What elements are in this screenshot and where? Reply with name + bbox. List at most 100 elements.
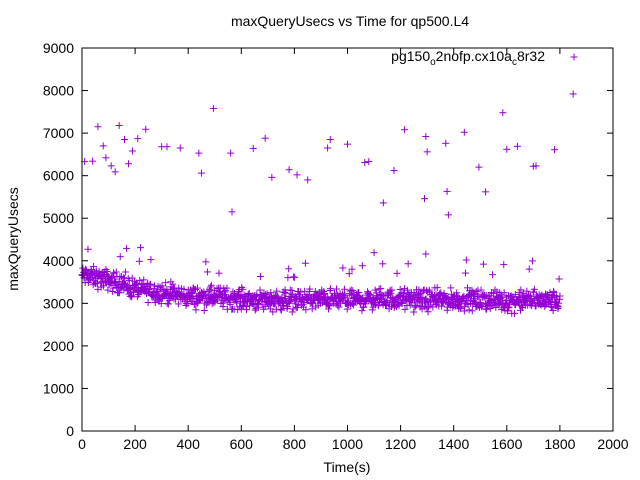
data-point bbox=[465, 306, 473, 314]
data-point bbox=[128, 147, 136, 155]
data-point bbox=[447, 284, 455, 292]
data-point bbox=[99, 142, 107, 150]
data-point bbox=[326, 135, 334, 143]
data-point bbox=[111, 168, 119, 176]
data-point bbox=[401, 126, 409, 134]
plot-frame bbox=[81, 47, 614, 432]
data-point bbox=[188, 290, 196, 298]
data-point bbox=[321, 289, 329, 297]
data-point bbox=[401, 305, 409, 313]
data-point bbox=[302, 306, 310, 314]
data-point bbox=[102, 154, 110, 162]
chart-title: maxQueryUsecs vs Time for qp500.L4 bbox=[231, 13, 469, 29]
data-point bbox=[228, 208, 236, 216]
data-point bbox=[209, 104, 217, 112]
data-point bbox=[442, 139, 450, 147]
data-point bbox=[250, 301, 258, 309]
data-point bbox=[261, 303, 269, 311]
data-point bbox=[483, 305, 491, 313]
data-point bbox=[433, 284, 441, 292]
data-point bbox=[377, 285, 385, 293]
data-point bbox=[203, 268, 211, 276]
data-point bbox=[107, 162, 115, 170]
data-point bbox=[422, 133, 430, 141]
data-point bbox=[192, 306, 200, 314]
data-point bbox=[202, 258, 210, 266]
x-tick-label: 1600 bbox=[491, 436, 522, 452]
x-tick-label: 400 bbox=[177, 436, 201, 452]
data-point bbox=[137, 244, 145, 252]
data-point bbox=[555, 275, 563, 283]
data-point bbox=[237, 305, 245, 313]
data-point bbox=[282, 289, 290, 297]
data-point bbox=[500, 261, 508, 269]
data-point bbox=[215, 269, 223, 277]
data-point bbox=[176, 144, 184, 152]
data-point bbox=[112, 268, 120, 276]
data-point bbox=[163, 143, 171, 151]
data-point bbox=[489, 271, 497, 279]
data-point bbox=[504, 304, 512, 312]
data-point bbox=[216, 284, 224, 292]
data-point bbox=[233, 299, 241, 307]
data-point bbox=[443, 187, 451, 195]
data-point bbox=[301, 259, 309, 267]
data-point bbox=[279, 299, 287, 307]
data-point bbox=[226, 300, 234, 308]
data-point bbox=[256, 286, 264, 294]
data-point bbox=[324, 144, 332, 152]
data-point bbox=[462, 269, 470, 277]
x-tick-label: 1400 bbox=[438, 436, 469, 452]
data-point bbox=[195, 149, 203, 157]
data-point bbox=[293, 171, 301, 179]
data-point bbox=[134, 135, 142, 143]
data-point bbox=[207, 281, 215, 289]
data-point bbox=[472, 288, 480, 296]
data-point bbox=[457, 305, 465, 313]
legend-marker-glyph bbox=[570, 53, 578, 61]
data-point bbox=[551, 146, 559, 154]
data-point bbox=[162, 279, 170, 287]
data-point bbox=[297, 288, 305, 296]
data-point bbox=[500, 289, 508, 297]
x-axis-label: Time(s) bbox=[324, 459, 371, 475]
data-point bbox=[525, 265, 533, 273]
data-point bbox=[548, 303, 556, 311]
data-point bbox=[569, 90, 577, 98]
x-tick-label: 600 bbox=[230, 436, 254, 452]
data-point bbox=[135, 257, 143, 265]
data-point bbox=[499, 109, 507, 117]
data-point bbox=[140, 276, 148, 284]
data-point bbox=[207, 283, 215, 291]
data-point bbox=[269, 308, 277, 316]
data-point bbox=[530, 285, 538, 293]
data-point bbox=[157, 300, 165, 308]
data-point bbox=[486, 292, 494, 300]
y-tick-label: 9000 bbox=[43, 40, 74, 56]
data-point bbox=[478, 303, 486, 311]
data-point bbox=[147, 256, 155, 264]
y-tick-label: 8000 bbox=[43, 83, 74, 99]
data-point bbox=[345, 270, 353, 278]
y-tick-label: 0 bbox=[66, 423, 74, 439]
data-point bbox=[396, 285, 404, 293]
data-point bbox=[285, 166, 293, 174]
data-point bbox=[475, 163, 483, 171]
data-point bbox=[293, 303, 301, 311]
legend: pg150o2nofp.cx10ac8r32 bbox=[391, 48, 578, 68]
data-point bbox=[365, 158, 373, 166]
x-tick-label: 800 bbox=[283, 436, 307, 452]
data-point bbox=[193, 284, 201, 292]
data-point bbox=[144, 298, 152, 306]
data-point bbox=[239, 285, 247, 293]
data-point bbox=[477, 299, 485, 307]
data-point bbox=[142, 125, 150, 133]
data-point bbox=[462, 256, 470, 264]
data-point bbox=[115, 121, 123, 129]
data-point bbox=[387, 290, 395, 298]
data-point bbox=[227, 149, 235, 157]
data-point bbox=[326, 301, 334, 309]
data-point bbox=[460, 128, 468, 136]
data-point bbox=[416, 294, 424, 302]
